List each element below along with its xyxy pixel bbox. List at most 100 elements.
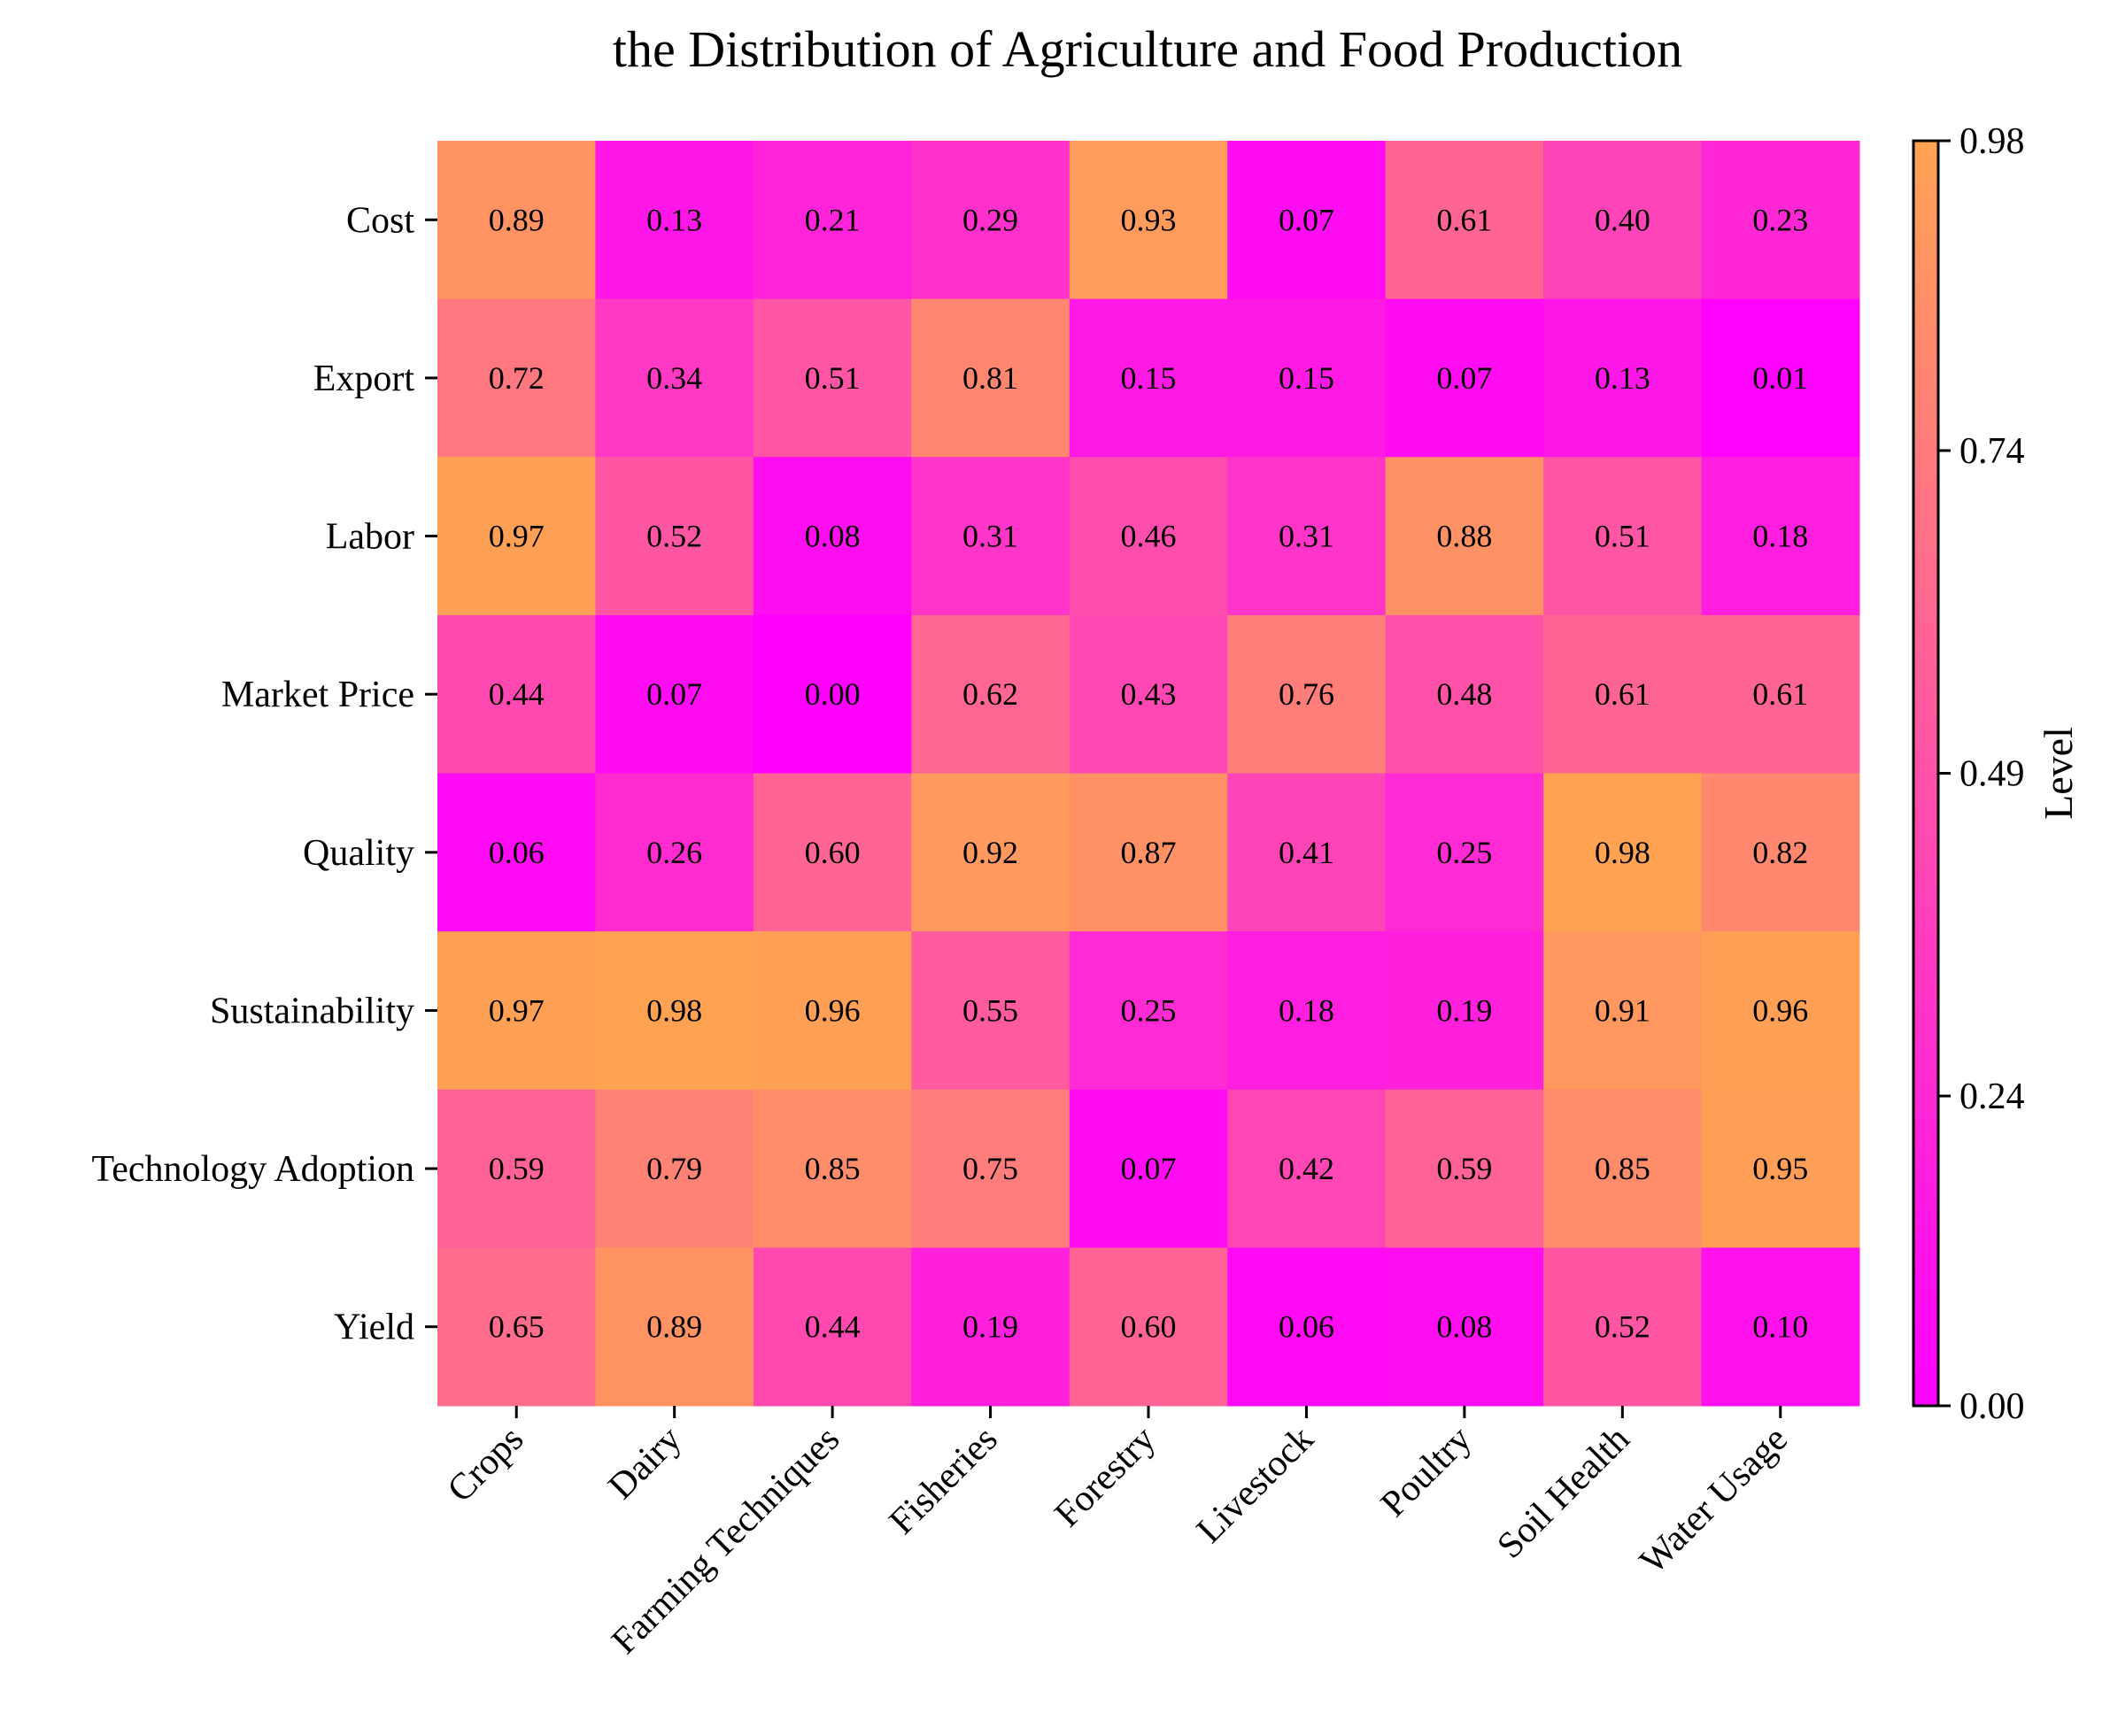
heatmap-cell	[1385, 773, 1544, 932]
cell-value-label: 0.19	[962, 1309, 1018, 1345]
colorbar-tick-label: 0.24	[1959, 1076, 2025, 1117]
heatmap-cell	[753, 1247, 912, 1407]
cell-value-label: 0.52	[1595, 1309, 1650, 1345]
cell-value-label: 0.18	[1279, 992, 1334, 1028]
heatmap-cell	[911, 931, 1070, 1091]
y-tick-label: Sustainability	[210, 991, 414, 1031]
heatmap-cell	[1069, 1247, 1228, 1407]
heatmap-cell	[1385, 1247, 1544, 1407]
cell-value-label: 0.07	[1436, 360, 1492, 396]
cell-value-label: 0.65	[489, 1309, 545, 1345]
cell-value-label: 0.60	[805, 835, 861, 870]
cell-value-label: 0.89	[489, 202, 545, 237]
cell-value-label: 0.97	[489, 992, 545, 1028]
y-axis: Cost Export Labor Market Price Quality Sustai…	[91, 200, 437, 1348]
cell-value-label: 0.07	[1121, 1151, 1177, 1186]
cell-value-label: 0.51	[1595, 519, 1650, 554]
heatmap-cell	[753, 141, 912, 300]
heatmap-cell	[1543, 1089, 1703, 1248]
cell-value-label: 0.15	[1121, 360, 1177, 396]
heatmap-cell	[1385, 141, 1544, 300]
cell-value-label: 0.18	[1752, 519, 1808, 554]
y-tick-label: Cost	[346, 200, 414, 241]
heatmap-cell	[595, 1089, 754, 1248]
cell-value-label: 0.48	[1436, 676, 1492, 712]
heatmap-cell	[595, 298, 754, 458]
cell-value-label: 0.29	[962, 202, 1018, 237]
cell-value-label: 0.08	[805, 519, 861, 554]
heatmap-cells	[437, 141, 1860, 1407]
x-tick-label: Forestry	[1047, 1419, 1164, 1536]
heatmap-cell	[1543, 614, 1703, 774]
colorbar-tick-label: 0.49	[1959, 754, 2025, 795]
cell-value-label: 0.44	[805, 1309, 861, 1345]
heatmap-cell	[1227, 1089, 1387, 1248]
heatmap-cell	[437, 1247, 596, 1407]
cell-value-label: 0.60	[1121, 1309, 1177, 1345]
cell-value-label: 0.13	[1595, 360, 1650, 396]
cell-value-label: 0.59	[1436, 1151, 1492, 1186]
heatmap-cell	[1701, 298, 1860, 458]
cell-value-label: 0.13	[646, 202, 702, 237]
heatmap-cell	[911, 773, 1070, 932]
heatmap-cell	[437, 614, 596, 774]
heatmap-cell	[1069, 773, 1228, 932]
heatmap-cell	[595, 614, 754, 774]
x-tick-label: Poultry	[1373, 1419, 1480, 1525]
cell-value-label: 0.92	[962, 835, 1018, 870]
heatmap-cell	[753, 298, 912, 458]
cell-value-label: 0.81	[962, 360, 1018, 396]
heatmap-cell	[1701, 773, 1860, 932]
cell-value-label: 0.61	[1752, 676, 1808, 712]
y-tick-label: Market Price	[221, 675, 414, 715]
cell-value-label: 0.51	[805, 360, 861, 396]
heatmap-cell	[1543, 931, 1703, 1091]
heatmap-cell	[1227, 141, 1387, 300]
heatmap-cell	[1701, 141, 1860, 300]
x-tick-label: Livestock	[1189, 1419, 1322, 1552]
cell-value-label: 0.79	[646, 1151, 702, 1186]
heatmap-cell	[1543, 1247, 1703, 1407]
heatmap-cell	[437, 1089, 596, 1248]
cell-value-label: 0.08	[1436, 1309, 1492, 1345]
cell-value-label: 0.06	[1279, 1309, 1334, 1345]
cell-value-label: 0.21	[805, 202, 861, 237]
cell-value-label: 0.98	[1595, 835, 1650, 870]
cell-value-label: 0.85	[805, 1151, 861, 1186]
x-tick-label: Dairy	[601, 1419, 690, 1508]
heatmap-cell	[1227, 773, 1387, 932]
heatmap-cell	[911, 141, 1070, 300]
cell-value-label: 0.23	[1752, 202, 1808, 237]
cell-value-label: 0.82	[1752, 835, 1808, 870]
heatmap-cell	[911, 298, 1070, 458]
cell-value-label: 0.61	[1595, 676, 1650, 712]
y-tick-label: Technology Adoption	[91, 1149, 414, 1190]
heatmap-cell	[1701, 931, 1860, 1091]
y-tick-label: Quality	[303, 833, 414, 874]
colorbar-tick-label: 0.98	[1959, 121, 2025, 162]
heatmap-cell	[1227, 1247, 1387, 1407]
cell-value-label: 0.61	[1436, 202, 1492, 237]
cell-value-label: 0.62	[962, 676, 1018, 712]
heatmap-cell	[1227, 931, 1387, 1091]
heatmap-cell	[595, 773, 754, 932]
heatmap-cell	[1069, 298, 1228, 458]
cell-value-label: 0.26	[646, 835, 702, 870]
heatmap-cell	[1385, 931, 1544, 1091]
heatmap-cell	[1069, 457, 1228, 616]
y-tick-label: Labor	[326, 517, 414, 558]
cell-value-label: 0.25	[1121, 992, 1177, 1028]
colorbar-gradient	[1912, 139, 1940, 1408]
colorbar-tick-label: 0.74	[1959, 431, 2025, 472]
cell-value-label: 0.87	[1121, 835, 1177, 870]
y-tick-label: Yield	[334, 1308, 414, 1348]
heatmap-cell	[753, 1089, 912, 1248]
cell-value-label: 0.31	[962, 519, 1018, 554]
heatmap-cell	[437, 773, 596, 932]
heatmap-cell	[753, 457, 912, 616]
cell-value-label: 0.88	[1436, 519, 1492, 554]
heatmap-cell	[437, 457, 596, 616]
heatmap-cell	[437, 298, 596, 458]
